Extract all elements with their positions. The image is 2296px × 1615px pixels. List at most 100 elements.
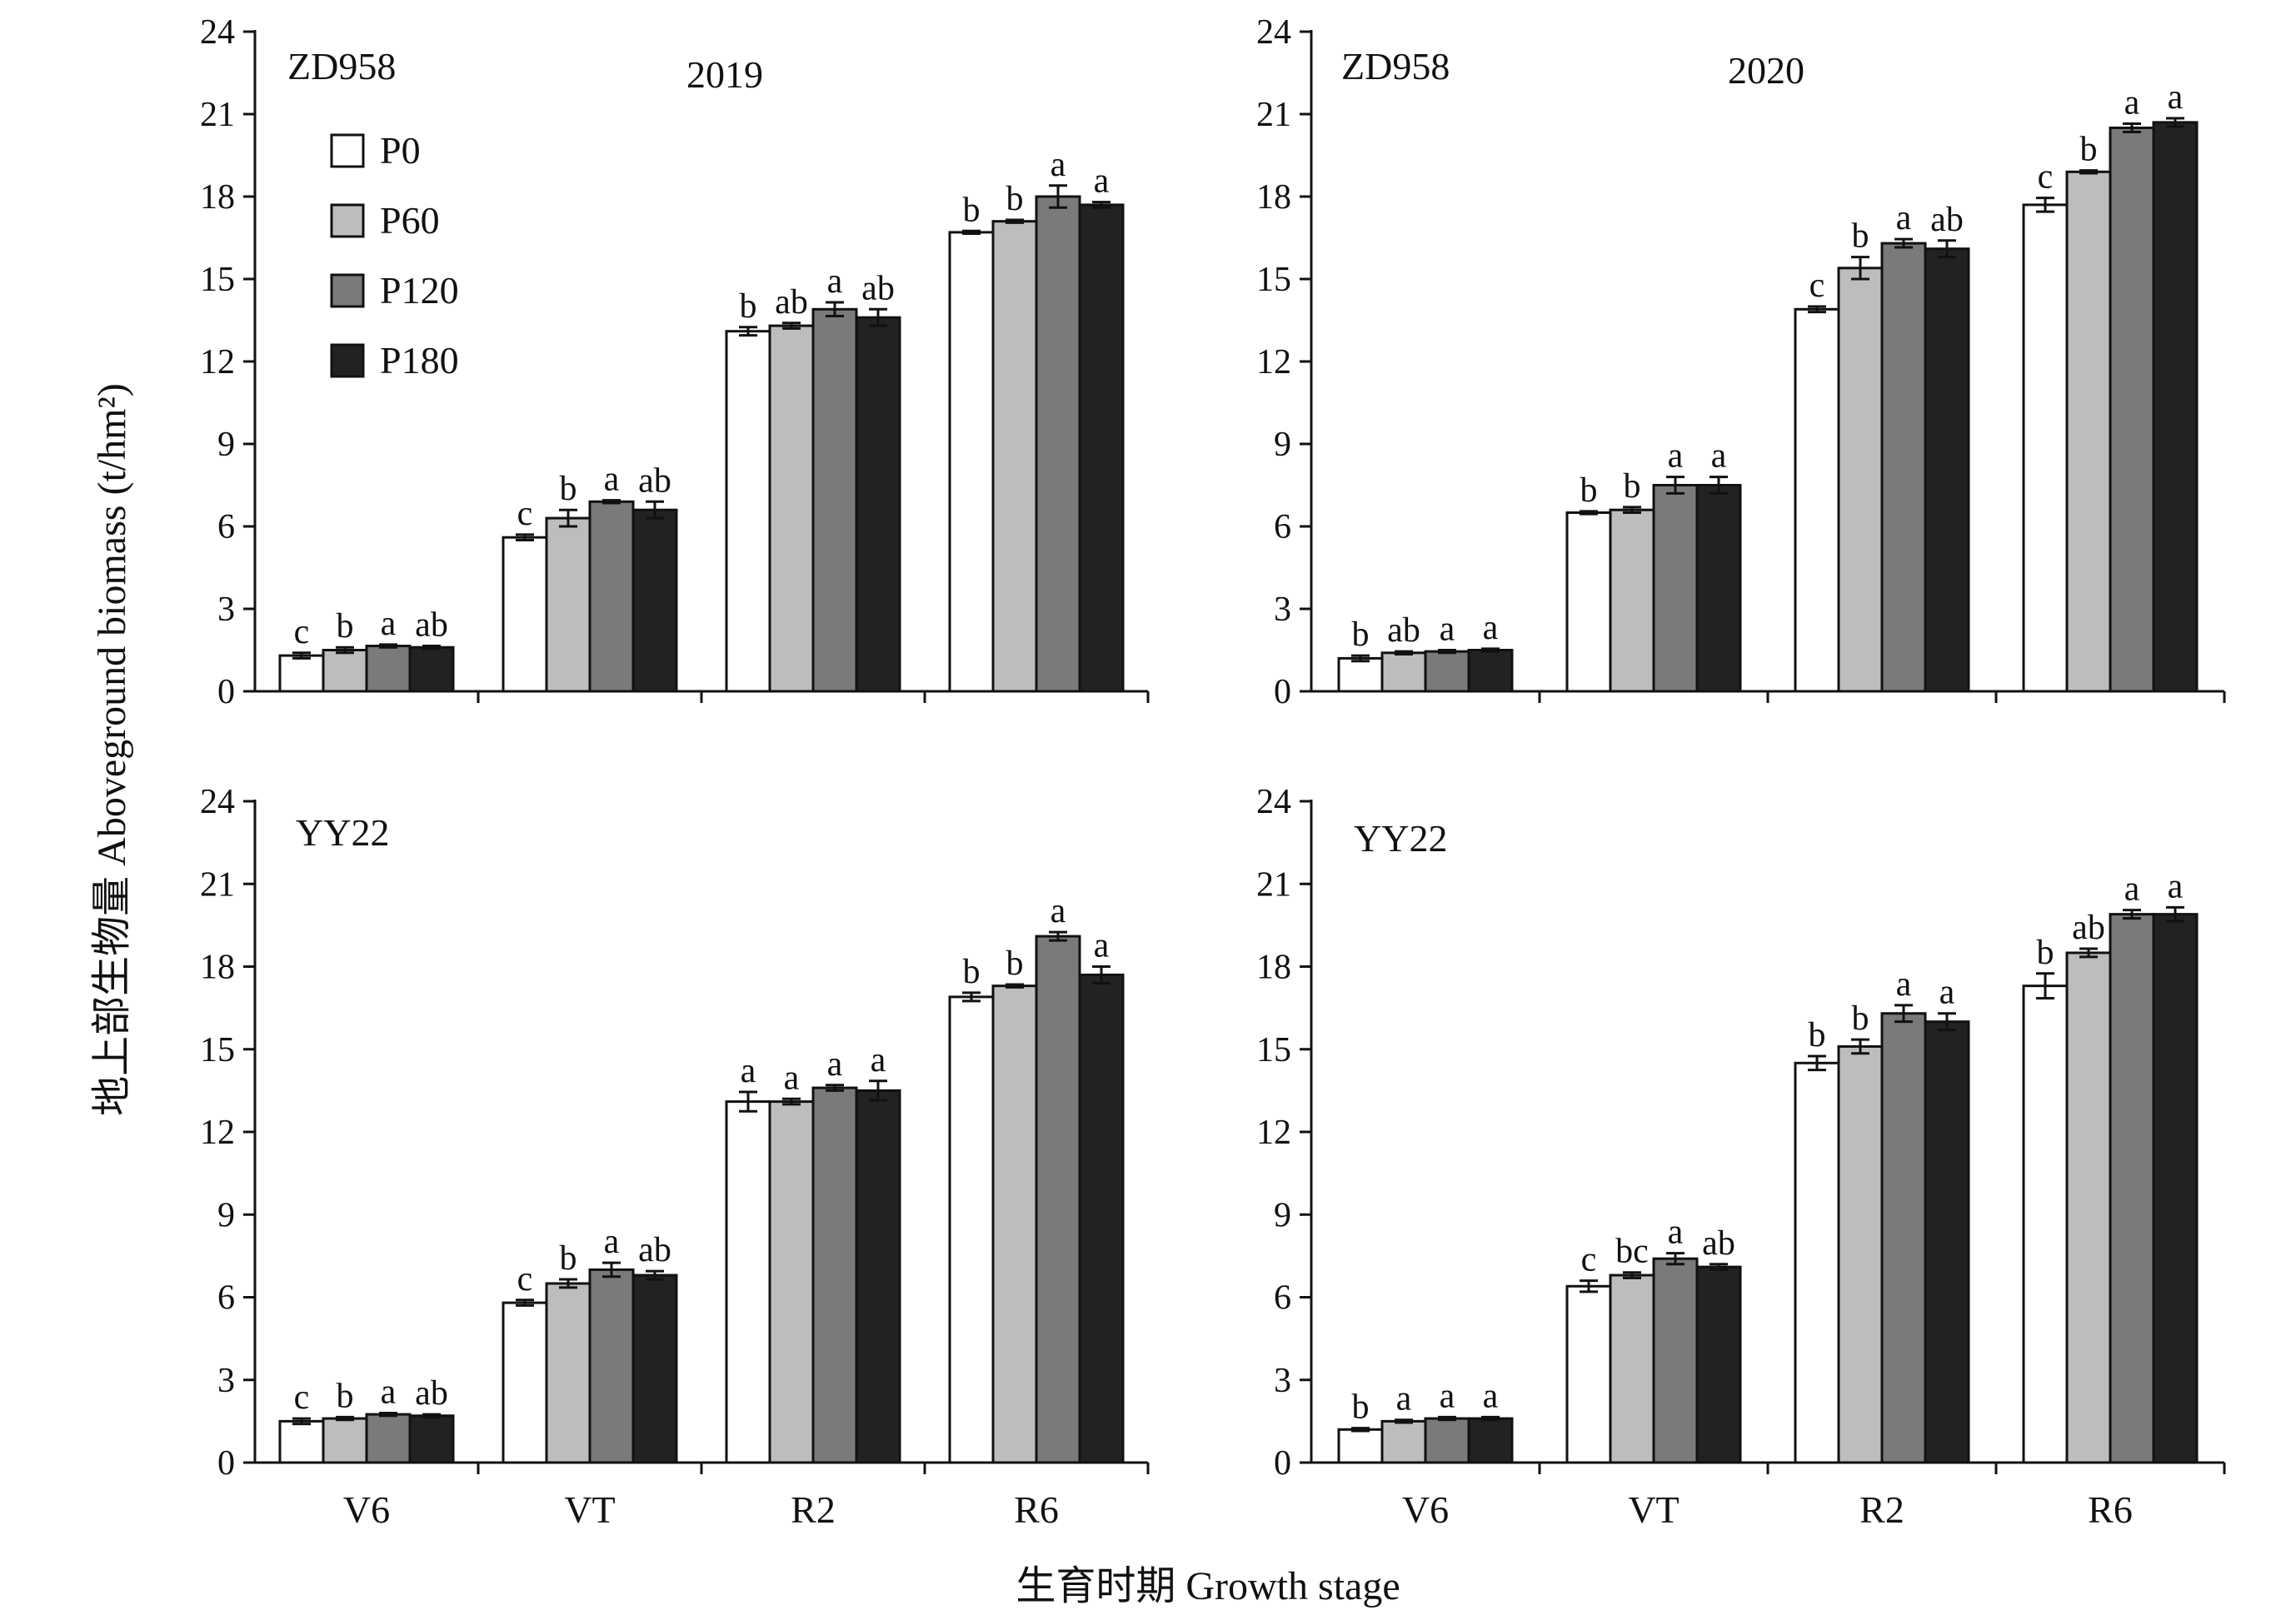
significance-letter: ab [1930,201,1964,239]
bar [588,1268,635,1464]
significance-letter: a [1094,927,1110,965]
bar [1337,1428,1384,1464]
significance-letter: a [2124,84,2140,122]
significance-letter: b [1352,616,1370,654]
significance-letter: b [2080,131,2098,169]
significance-letter: a [741,1052,756,1090]
bar [1924,1020,1970,1464]
y-tick-label: 9 [1274,426,1291,464]
significance-letter: b [2037,934,2054,972]
x-tick-label: R6 [2088,1488,2133,1531]
bar [2065,951,2112,1464]
bar [1880,1012,1927,1464]
bar [588,500,635,693]
bar [1467,649,1514,693]
significance-letter: c [294,1378,310,1417]
y-tick-label: 6 [217,508,235,546]
bar [1837,1044,1884,1464]
significance-letter: a [871,1041,886,1079]
significance-letter: a [784,1059,800,1097]
y-axis-title: 地上部生物量 Aboveground biomass (t/hm²) [90,383,134,1116]
bar [991,984,1038,1464]
bar [365,1413,412,1464]
y-tick-label: 21 [200,865,235,904]
significance-letter: a [827,262,843,301]
legend-swatch [330,343,365,378]
bar [2022,203,2069,693]
y-tick-label: 24 [200,13,235,52]
y-tick-label: 3 [217,1362,235,1400]
bar [1695,484,1742,693]
bar [365,645,412,693]
y-tick-label: 12 [1256,1114,1291,1152]
legend-swatch [330,273,365,308]
significance-letter: c [517,495,533,533]
y-tick-label: 0 [217,1444,235,1483]
y-tick-label: 3 [1274,1362,1291,1400]
bar [545,516,591,693]
bar [1424,650,1470,693]
significance-letter: b [560,470,577,508]
y-tick-label: 18 [200,178,235,217]
bar [811,1086,858,1464]
significance-letter: ab [2072,909,2105,947]
bar [1652,484,1699,693]
bar [1380,651,1427,693]
significance-letter: b [560,1239,577,1278]
bar [948,231,995,693]
significance-letter: b [1006,180,1024,218]
y-tick-label: 18 [1256,949,1291,987]
significance-letter: ab [1702,1224,1735,1263]
significance-letter: a [1440,611,1455,649]
significance-letter: ab [415,1374,448,1413]
significance-letter: b [1809,1016,1826,1054]
legend-swatch [330,133,365,168]
bar [1695,1265,1742,1464]
bar [631,508,678,693]
significance-letter: a [604,461,620,499]
bar [1380,1419,1427,1464]
significance-letter: a [381,1373,397,1411]
bar [1794,1061,1840,1464]
y-tick-label: 9 [217,426,235,464]
y-tick-label: 12 [200,1114,235,1152]
bar [1424,1417,1470,1464]
significance-letter: b [1624,467,1641,506]
significance-letter: a [2168,867,2184,905]
significance-letter: c [2038,158,2054,197]
y-tick-label: 15 [200,261,235,299]
y-tick-label: 9 [217,1196,235,1234]
significance-letter: a [1711,437,1727,476]
significance-letter: b [963,191,981,229]
bar [502,536,548,693]
y-tick-label: 9 [1274,1196,1291,1234]
significance-letter: a [1483,609,1499,647]
y-tick-label: 24 [1256,13,1291,52]
x-tick-label: R6 [1014,1488,1059,1531]
y-tick-label: 15 [200,1031,235,1069]
bar [768,324,815,693]
bar [2152,121,2199,693]
bar [855,316,901,693]
year-label: 2019 [686,53,763,96]
year-label: 2020 [1728,49,1804,92]
bar [1467,1417,1514,1464]
bar [1924,247,1970,693]
y-tick-label: 12 [1256,343,1291,381]
significance-letter: c [517,1260,533,1298]
bar [408,646,455,693]
legend-label: P120 [380,269,459,312]
bar [2109,913,2155,1464]
significance-letter: c [1809,267,1825,305]
significance-letter: a [1051,892,1066,930]
bar [1609,508,1655,693]
y-tick-label: 6 [1274,508,1291,546]
significance-letter: a [604,1223,620,1261]
y-tick-label: 6 [1274,1279,1291,1318]
y-tick-label: 21 [1256,96,1291,134]
cultivar-label: ZD958 [287,45,396,87]
bar [1565,1284,1612,1464]
bar [1609,1274,1655,1464]
